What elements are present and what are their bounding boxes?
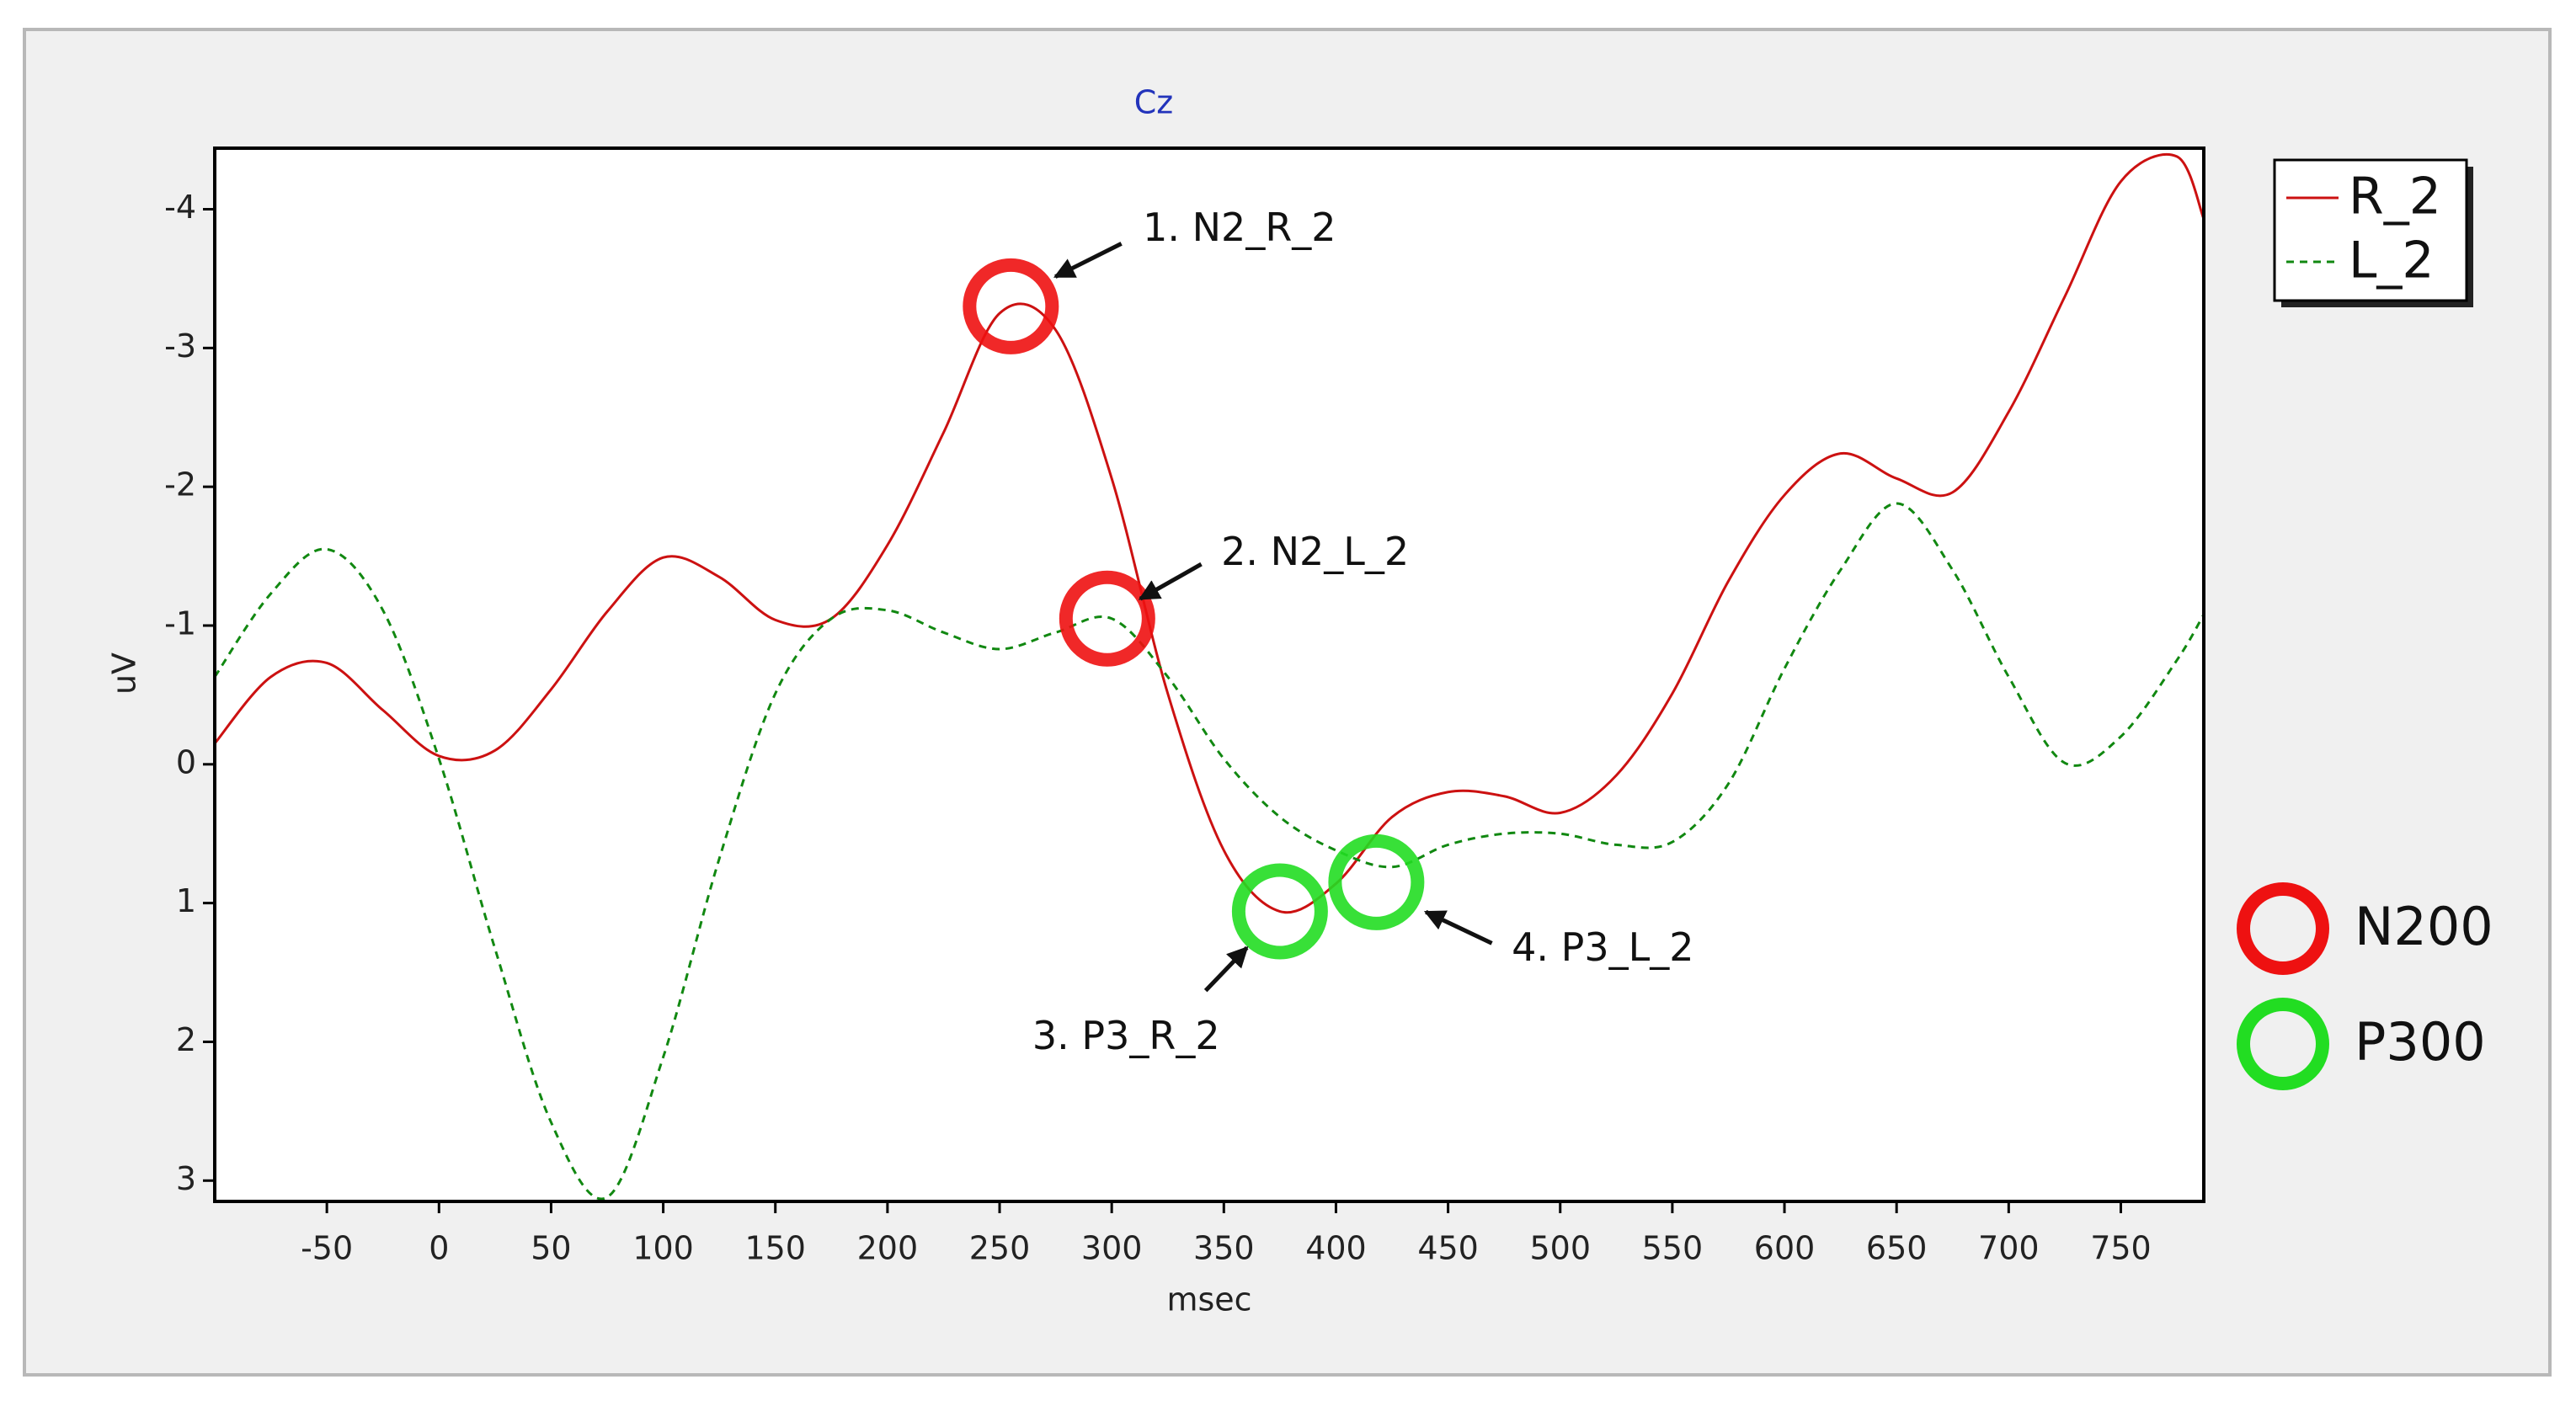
x-tick-label: 400 [1305, 1230, 1367, 1267]
peak-legend-marker [2237, 882, 2329, 975]
peak-marker [1231, 863, 1328, 960]
y-axis-label: uV [106, 652, 143, 695]
y-tick-label: 0 [176, 743, 196, 780]
x-tick-label: 150 [744, 1230, 806, 1267]
annotation-label: 3. P3_R_2 [1032, 1013, 1220, 1058]
x-tick-label: 200 [857, 1230, 919, 1267]
x-tick-label: 600 [1754, 1230, 1816, 1267]
peak-legend-marker [2237, 998, 2329, 1090]
plot: -50 0 50 100 150 200 250 300 350 400 450 500 550 600 6… [164, 152, 2204, 1267]
chart-title: Cz [1134, 84, 1173, 121]
annotation-arrow [1423, 909, 1493, 945]
annotation-arrow [1138, 562, 1203, 601]
series-line [215, 502, 2204, 1201]
peak-marker [1059, 570, 1155, 667]
x-tick-label: 300 [1081, 1230, 1143, 1267]
overlay: R_2 L_2 1. N2_R_2 2. N2_L_2 3. P3_R_2 4. P3_L… [963, 158, 2493, 1090]
peak-marker [963, 258, 1059, 354]
annotation-arrow [1053, 242, 1123, 279]
annotation-label: 1. N2_R_2 [1143, 205, 1336, 250]
x-tick-label: 500 [1529, 1230, 1591, 1267]
x-tick-label: 0 [429, 1230, 449, 1267]
x-tick-label: 550 [1642, 1230, 1704, 1267]
y-tick-label: 3 [176, 1160, 196, 1197]
legend-box [2273, 158, 2468, 302]
x-axis-label: msec [1166, 1281, 1251, 1318]
plot-area [215, 148, 2204, 1201]
x-tick-label: 700 [1978, 1230, 2040, 1267]
x-tick-label: 450 [1417, 1230, 1479, 1267]
peak-legend-label: N200 [2355, 896, 2493, 957]
annotation-label: 2. N2_L_2 [1221, 529, 1409, 574]
annotation-arrow [1203, 945, 1249, 993]
legend-label: R_2 [2349, 168, 2441, 226]
y-tick-label: 1 [176, 882, 196, 919]
y-tick-label: -3 [164, 328, 196, 365]
x-tick-label: 650 [1866, 1230, 1928, 1267]
peak-marker [1328, 833, 1425, 930]
x-tick-label: 750 [2090, 1230, 2152, 1267]
series-line [215, 152, 2204, 914]
y-tick-label: 2 [176, 1021, 196, 1058]
plot-border [213, 146, 2205, 1203]
peak-legend-label: P300 [2355, 1011, 2486, 1073]
legend-label: L_2 [2349, 232, 2435, 290]
y-tick-label: -4 [164, 189, 196, 226]
x-tick-label: 100 [632, 1230, 694, 1267]
y-tick-label: -1 [164, 604, 196, 642]
x-tick-label: -50 [301, 1230, 353, 1267]
x-tick-label: 350 [1193, 1230, 1255, 1267]
y-tick-label: -2 [164, 466, 196, 503]
annotation-label: 4. P3_L_2 [1512, 924, 1693, 970]
x-tick-label: 250 [969, 1230, 1031, 1267]
x-tick-label: 50 [531, 1230, 571, 1267]
